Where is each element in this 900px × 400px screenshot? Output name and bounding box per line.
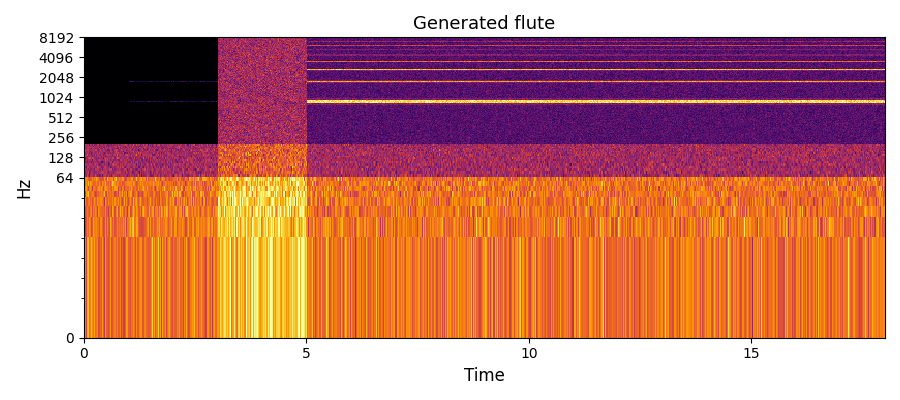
Y-axis label: Hz: Hz	[15, 177, 33, 198]
X-axis label: Time: Time	[464, 367, 505, 385]
Title: Generated flute: Generated flute	[413, 15, 555, 33]
